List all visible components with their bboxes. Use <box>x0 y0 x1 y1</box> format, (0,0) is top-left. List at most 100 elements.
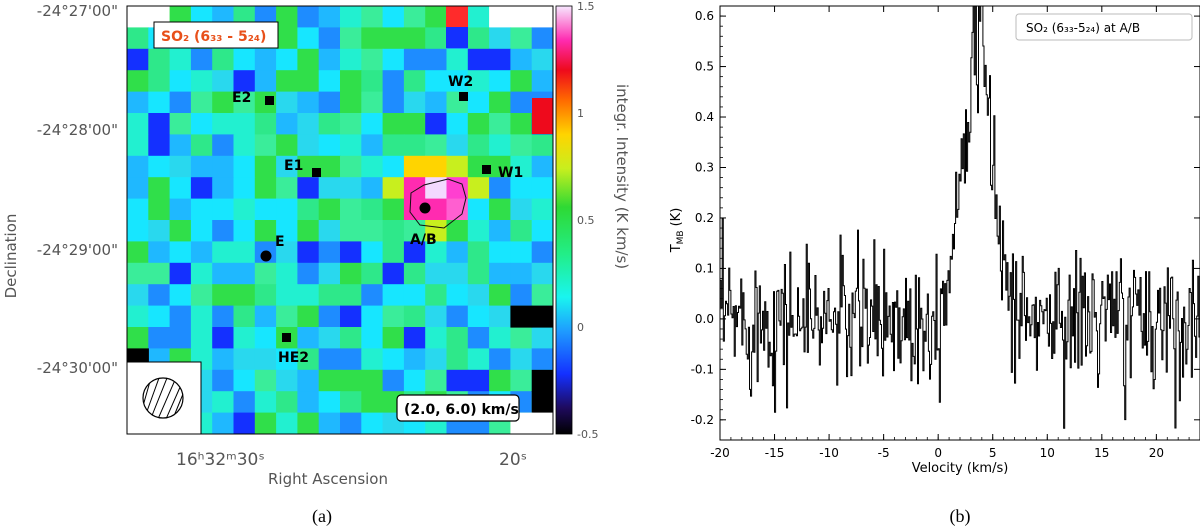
heatmap-cell <box>531 155 553 178</box>
heatmap-cell <box>190 134 213 157</box>
molecule-label: SO₂ (6₃₃ - 5₂₄) <box>161 29 266 45</box>
heatmap-cell <box>425 113 448 135</box>
heatmap-cell <box>425 27 448 50</box>
heatmap-cell <box>318 305 341 328</box>
heatmap-cell <box>169 241 192 264</box>
dec-tick-label: -24°30'00" <box>37 359 118 377</box>
x-tick-label: 10 <box>1040 446 1055 460</box>
colorbar <box>555 5 573 435</box>
source-label-e1: E1 <box>284 158 303 174</box>
heatmap-cell <box>403 262 426 285</box>
heatmap-cell <box>190 48 213 71</box>
x-tick-label: -5 <box>878 446 890 460</box>
heatmap-cell <box>446 262 469 285</box>
heatmap-cell <box>212 70 235 93</box>
heatmap-cell <box>446 48 469 71</box>
heatmap-cell <box>489 262 511 285</box>
heatmap-cell <box>361 284 384 307</box>
heatmap-cell <box>318 327 341 349</box>
heatmap-cell <box>403 198 426 221</box>
heatmap-cell <box>467 241 490 264</box>
source-label-ab: A/B <box>410 232 437 248</box>
heatmap-cell <box>531 27 553 50</box>
heatmap-cell <box>127 220 149 242</box>
heatmap-cell <box>212 391 235 414</box>
heatmap-cell <box>127 27 149 50</box>
heatmap-cell <box>403 305 426 328</box>
heatmap-cell <box>212 369 235 392</box>
heatmap-cell <box>169 284 192 307</box>
heatmap-cell <box>340 348 362 371</box>
heatmap-cell <box>127 284 149 307</box>
heatmap-cell <box>297 198 320 221</box>
heatmap-cell <box>212 412 235 434</box>
heatmap-cell <box>254 284 277 307</box>
heatmap-cell <box>297 412 320 434</box>
heatmap-cell <box>318 70 341 93</box>
beam-inset <box>126 361 202 435</box>
source-marker-e1 <box>312 168 321 177</box>
heatmap-cell <box>489 177 511 200</box>
heatmap-cell <box>425 305 448 328</box>
heatmap-cell <box>446 284 469 307</box>
heatmap-cell <box>531 177 553 200</box>
heatmap-cell <box>318 6 341 28</box>
heatmap-cell <box>510 155 533 178</box>
heatmap-cell <box>190 262 213 285</box>
heatmap-cell <box>467 91 490 114</box>
y-tick-label: 0.4 <box>695 110 714 124</box>
heatmap-cell <box>190 327 213 349</box>
colorbar-tick: -0.5 <box>577 428 598 441</box>
heatmap-cell <box>361 48 384 71</box>
spectrum-frame <box>719 5 1200 441</box>
heatmap-cell <box>382 348 405 371</box>
heatmap-cell <box>190 198 213 221</box>
heatmap-cell <box>340 220 362 242</box>
heatmap-cell <box>467 27 490 50</box>
heatmap-cell <box>510 6 533 28</box>
heatmap-cell <box>340 284 362 307</box>
source-label-w1: W1 <box>498 165 523 181</box>
panel-b: SO₂ (6₃₃-5₂₄) at A/B -20 -15 -10 -5 0 5 10 15 20… <box>669 5 1200 527</box>
heatmap-cell <box>148 198 171 221</box>
heatmap-cell <box>382 91 405 114</box>
heatmap-cell <box>489 369 511 392</box>
heatmap-cell <box>169 220 192 242</box>
source-marker-w2 <box>459 92 468 101</box>
heatmap-cell <box>233 48 256 71</box>
heatmap-cell <box>340 134 362 157</box>
heatmap-cell <box>446 348 469 371</box>
heatmap-cell <box>233 305 256 328</box>
source-label-e: E <box>275 234 285 250</box>
heatmap-cell <box>531 6 553 28</box>
heatmap-cell <box>297 70 320 93</box>
heatmap-cell <box>127 241 149 264</box>
heatmap-cell <box>446 198 469 221</box>
heatmap-cell <box>382 369 405 392</box>
y-tick-label: -0.1 <box>691 362 714 376</box>
heatmap-cell <box>425 241 448 264</box>
heatmap-cell <box>127 134 149 157</box>
panel-a-caption: (a) <box>312 506 332 527</box>
heatmap-cell <box>212 262 235 285</box>
heatmap-cell <box>276 284 298 307</box>
heatmap-cell <box>403 70 426 93</box>
y-tick-label: 0.2 <box>695 211 714 225</box>
heatmap-cell <box>276 220 298 242</box>
heatmap-cell <box>361 198 384 221</box>
heatmap-cell <box>489 91 511 114</box>
heatmap-cell <box>190 241 213 264</box>
heatmap-cell <box>361 177 384 200</box>
heatmap-cell <box>446 134 469 157</box>
heatmap-cell <box>190 177 213 200</box>
beam-ellipse <box>142 377 184 419</box>
heatmap-cell <box>510 262 533 285</box>
heatmap-cell <box>382 305 405 328</box>
heatmap-cell <box>233 220 256 242</box>
heatmap-cell <box>510 177 533 200</box>
source-marker-e2 <box>265 96 274 105</box>
heatmap-cell <box>425 177 448 200</box>
heatmap-cell <box>532 98 553 134</box>
heatmap-cell <box>297 241 320 264</box>
